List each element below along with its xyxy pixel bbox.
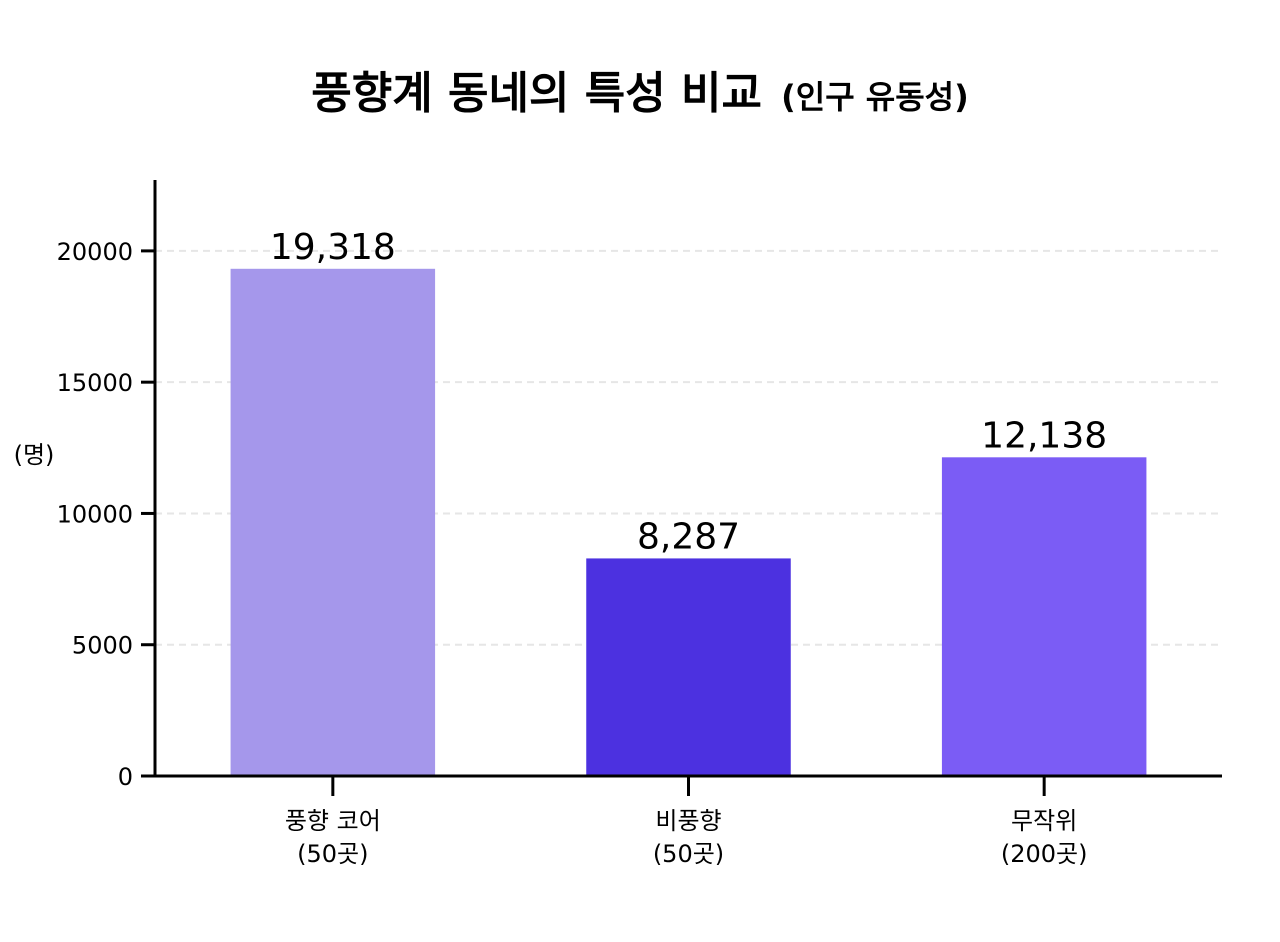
y-tick-label: 0 [118, 763, 133, 791]
x-tick-label: 풍향 코어 [285, 807, 381, 835]
y-tick-label: 15000 [57, 369, 133, 397]
bar-value-label: 12,138 [981, 415, 1107, 456]
y-tick-label: 10000 [57, 500, 133, 528]
x-tick-label: (50곳) [653, 840, 724, 868]
x-tick-label: (200곳) [1001, 840, 1088, 868]
bar [941, 457, 1147, 776]
bar-value-label: 8,287 [637, 516, 740, 557]
bar [586, 558, 791, 776]
bars [230, 268, 1147, 776]
y-ticks: 0 5000 10000 15000 20000 [57, 238, 1046, 796]
y-tick-label: 5000 [72, 632, 133, 660]
chart-title-main: 풍향계 동네의 특성 비교 [311, 68, 762, 119]
x-tick-label: 무작위 [1011, 807, 1077, 835]
x-tick-label: 비풍향 [655, 807, 721, 835]
chart-title-sub: (인구 유동성) [781, 78, 969, 116]
y-tick-label: 20000 [57, 238, 133, 266]
chart-title: 풍향계 동네의 특성 비교 (인구 유동성) [311, 68, 968, 119]
bar-value-label: 19,318 [270, 227, 396, 268]
bar [230, 268, 436, 776]
y-axis-unit-label: (명) [14, 441, 55, 469]
bar-labels: 19,318 풍향 코어 (50곳) 8,287 비풍향 (50곳) 12,138 무작위 (2… [270, 227, 1107, 868]
x-tick-label: (50곳) [297, 840, 368, 868]
